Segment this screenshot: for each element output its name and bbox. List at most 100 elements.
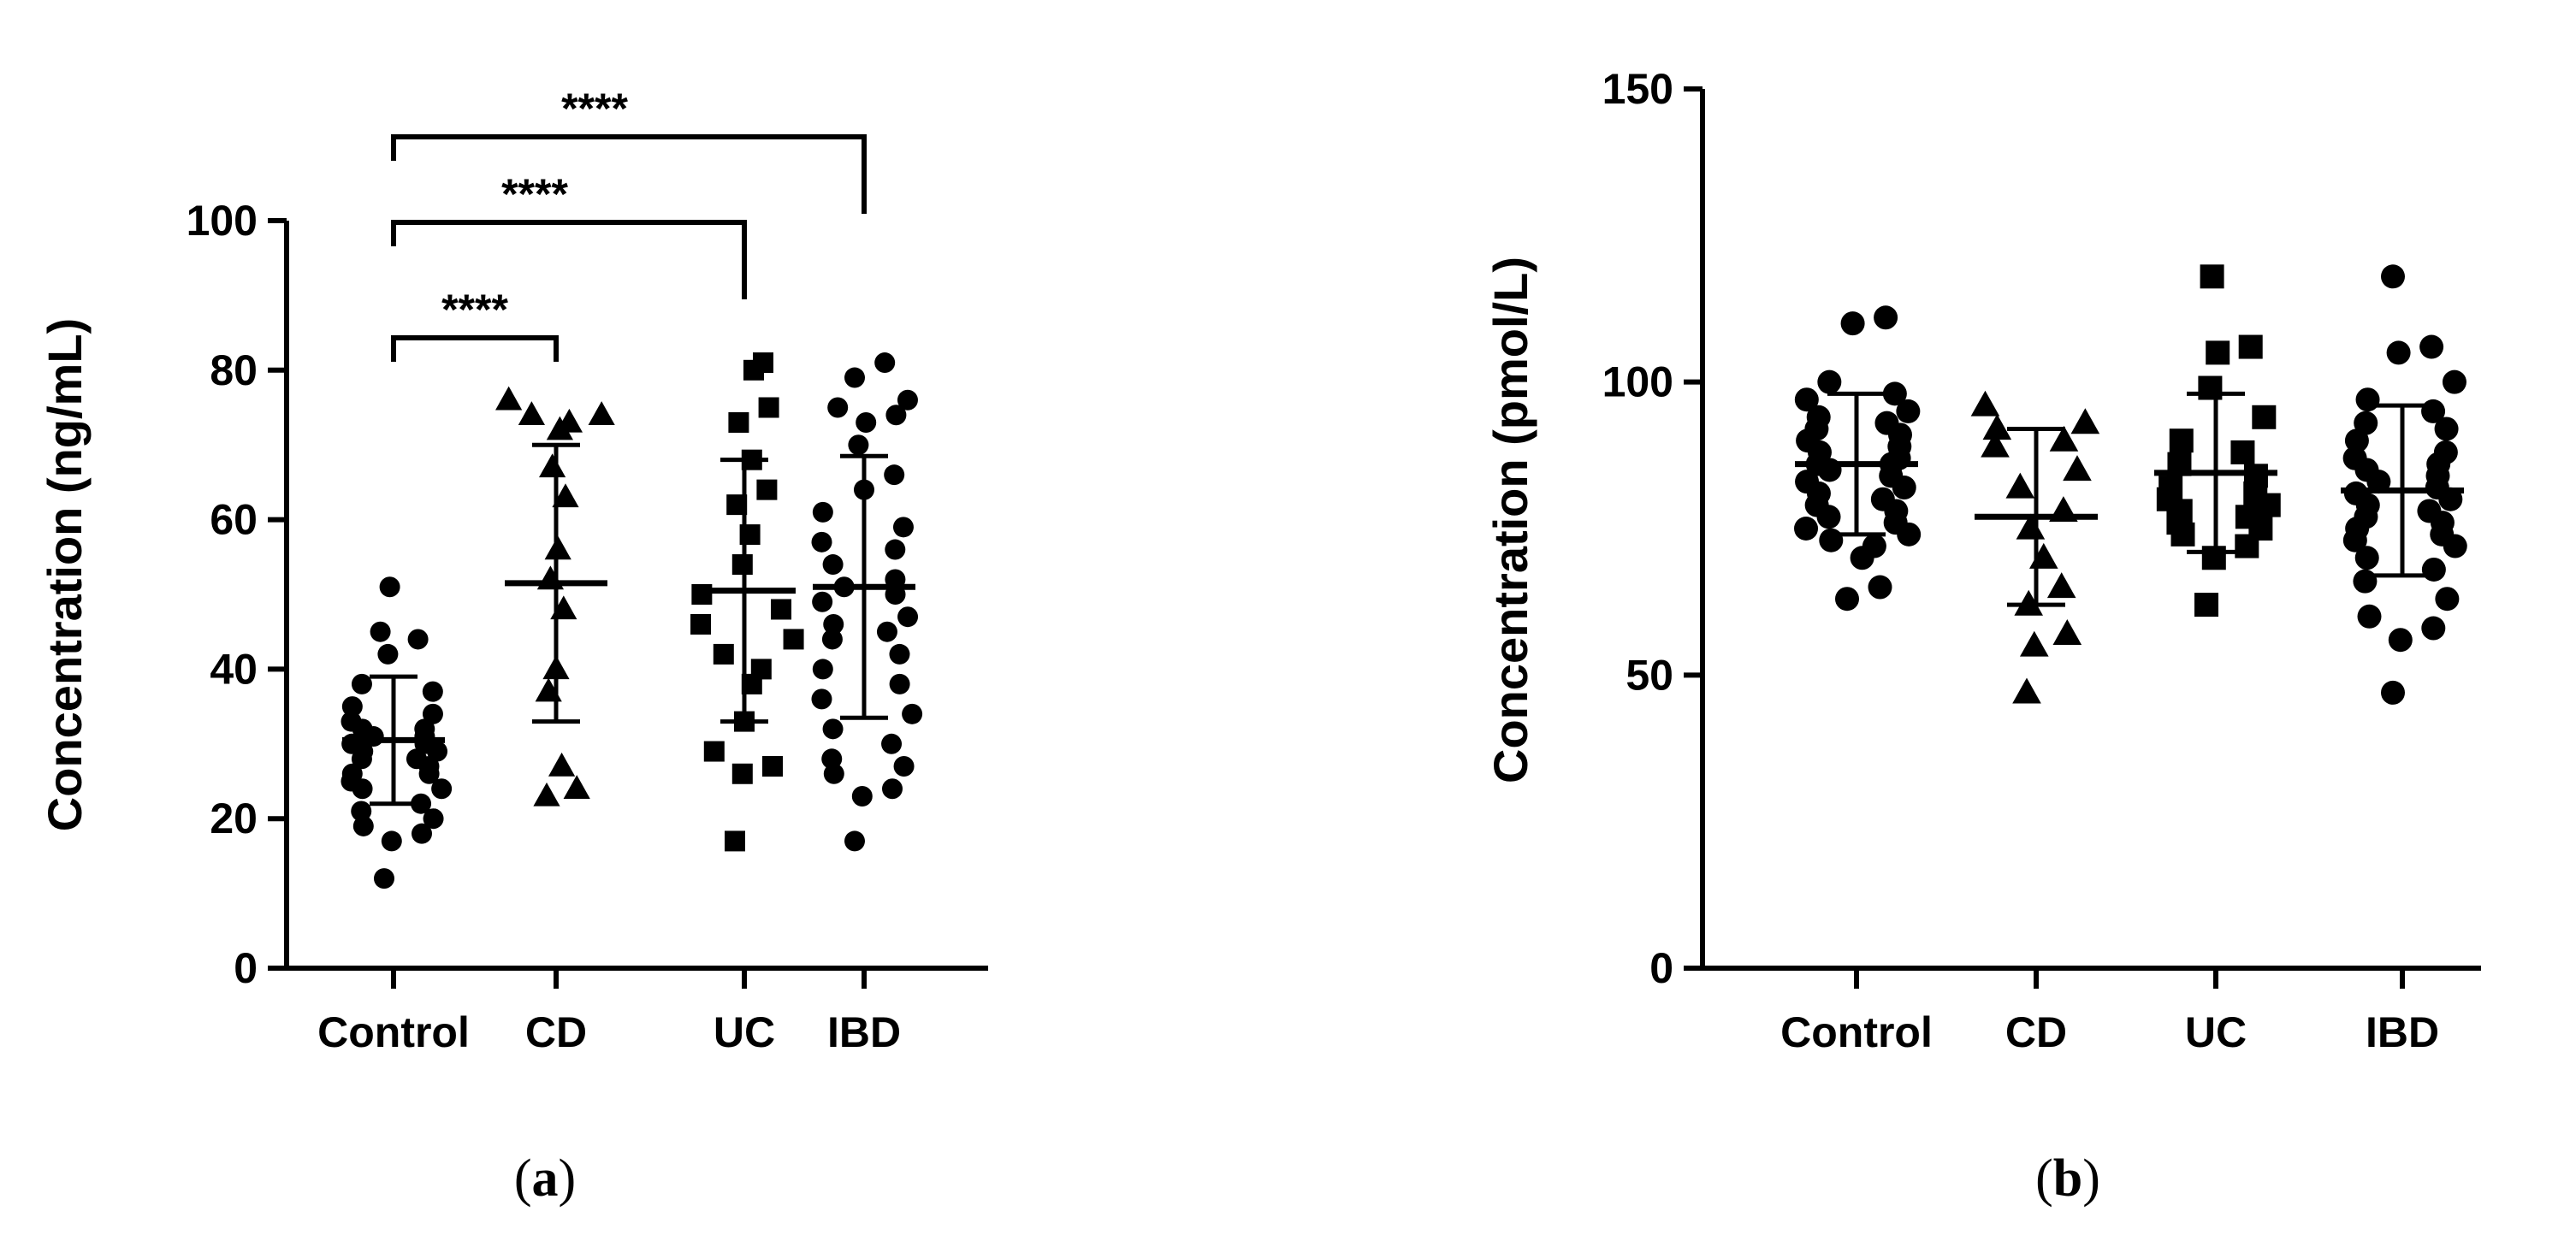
data-point-circle — [414, 718, 435, 740]
data-point-circle — [2386, 340, 2411, 365]
data-point-circle — [2357, 604, 2382, 629]
y-tick-label: 80 — [210, 346, 258, 394]
data-point-circle — [374, 868, 394, 889]
data-point-square — [2252, 405, 2277, 429]
data-point-circle — [902, 703, 923, 724]
x-tick-label: CD — [525, 1008, 587, 1056]
data-point-circle — [2442, 369, 2466, 394]
data-point-circle — [889, 643, 910, 665]
data-point-square — [731, 763, 753, 784]
data-point-circle — [812, 591, 833, 612]
data-point-circle — [2381, 680, 2405, 705]
x-tick-label: UC — [714, 1008, 775, 1056]
data-point-circle — [811, 688, 832, 710]
data-point-circle — [1868, 575, 1892, 600]
data-point-circle — [882, 778, 903, 800]
data-point-circle — [874, 352, 896, 374]
data-point-square — [728, 411, 749, 433]
data-point-circle — [422, 681, 443, 702]
data-point-square — [750, 659, 772, 680]
data-point-triangle — [2046, 572, 2076, 599]
mean-sd-bars-a — [342, 442, 915, 807]
data-point-circle — [411, 793, 432, 814]
data-point-square — [2238, 334, 2263, 359]
y-tick-label: 0 — [234, 944, 258, 992]
data-point-circle — [406, 748, 427, 770]
mean-sd-bars-b — [1795, 391, 2464, 607]
data-point-circle — [1817, 369, 1842, 394]
data-point-circle — [377, 643, 399, 665]
data-point-square — [725, 830, 745, 852]
data-point-circle — [827, 397, 849, 418]
significance-bracket — [391, 220, 747, 299]
x-axis-ticks-b: Control CD UC IBD — [1780, 968, 2439, 1056]
y-tick-label: 60 — [210, 496, 258, 544]
data-point-circle — [1840, 311, 1865, 336]
data-point-circle — [1795, 470, 1820, 494]
data-point-circle — [1862, 534, 1886, 558]
data-point-circle — [1882, 381, 1907, 406]
data-point-circle — [848, 434, 869, 456]
data-point-triangle — [588, 401, 615, 425]
data-point-circle — [821, 629, 843, 650]
data-point-square — [2169, 428, 2194, 453]
data-point-circle — [856, 411, 877, 433]
data-point-circle — [370, 621, 391, 642]
y-tick-label: 40 — [210, 645, 258, 693]
data-point-square — [2194, 593, 2218, 618]
data-point-triangle — [552, 483, 579, 508]
data-point-circle — [1794, 517, 1819, 541]
data-point-triangle — [533, 782, 560, 807]
data-point-circle — [2435, 587, 2460, 612]
data-point-circle — [1794, 387, 1819, 412]
data-point-circle — [821, 748, 843, 770]
data-point-triangle — [1970, 390, 2000, 417]
data-point-circle — [351, 673, 372, 694]
data-point-circle — [844, 367, 865, 388]
data-point-circle — [2421, 557, 2446, 582]
data-point-circle — [341, 696, 363, 718]
data-point-circle — [897, 389, 918, 411]
x-tick-label: UC — [2185, 1008, 2247, 1056]
data-point-circle — [823, 613, 844, 635]
panel-label-b: (b) — [2035, 1149, 2100, 1208]
data-point-triangle — [2052, 619, 2082, 645]
data-point-circle — [341, 711, 362, 732]
data-point-triangle — [548, 752, 576, 777]
data-point-circle — [423, 808, 444, 830]
x-tick-label: Control — [317, 1008, 470, 1056]
data-point-triangle — [2029, 542, 2058, 569]
x-tick-label: IBD — [827, 1008, 901, 1056]
data-point-square — [2235, 505, 2259, 529]
data-point-circle — [822, 718, 844, 740]
data-point-circle — [822, 554, 844, 576]
data-point-square — [2230, 440, 2255, 464]
data-point-circle — [2421, 616, 2446, 641]
data-point-circle — [2417, 499, 2442, 523]
data-point-circle — [1835, 587, 1859, 612]
data-point-square — [690, 613, 712, 635]
data-point-circle — [1806, 405, 1831, 429]
data-point-circle — [2342, 446, 2367, 470]
data-point-circle — [812, 659, 833, 680]
significance-bracket — [391, 335, 559, 362]
significance-bracket — [391, 134, 867, 214]
y-axis-title-a: Concentration (ng/mL) — [38, 318, 92, 831]
x-tick-label: Control — [1780, 1008, 1933, 1056]
data-point-circle — [884, 464, 905, 486]
data-point-triangle — [2049, 425, 2079, 452]
y-tick-label: 100 — [187, 197, 258, 245]
data-point-square — [2159, 476, 2183, 500]
data-point-square — [753, 352, 773, 374]
x-tick-label: IBD — [2366, 1008, 2439, 1056]
data-point-circle — [811, 531, 832, 552]
data-point-circle — [422, 703, 443, 724]
data-point-circle — [876, 621, 897, 642]
significance-brackets-a: **** **** **** — [391, 85, 867, 362]
data-point-square — [783, 629, 804, 650]
significance-label: **** — [441, 286, 508, 334]
data-point-square — [762, 756, 783, 777]
data-point-circle — [2354, 411, 2378, 435]
data-point-circle — [892, 517, 914, 538]
data-point-square — [2198, 375, 2223, 400]
